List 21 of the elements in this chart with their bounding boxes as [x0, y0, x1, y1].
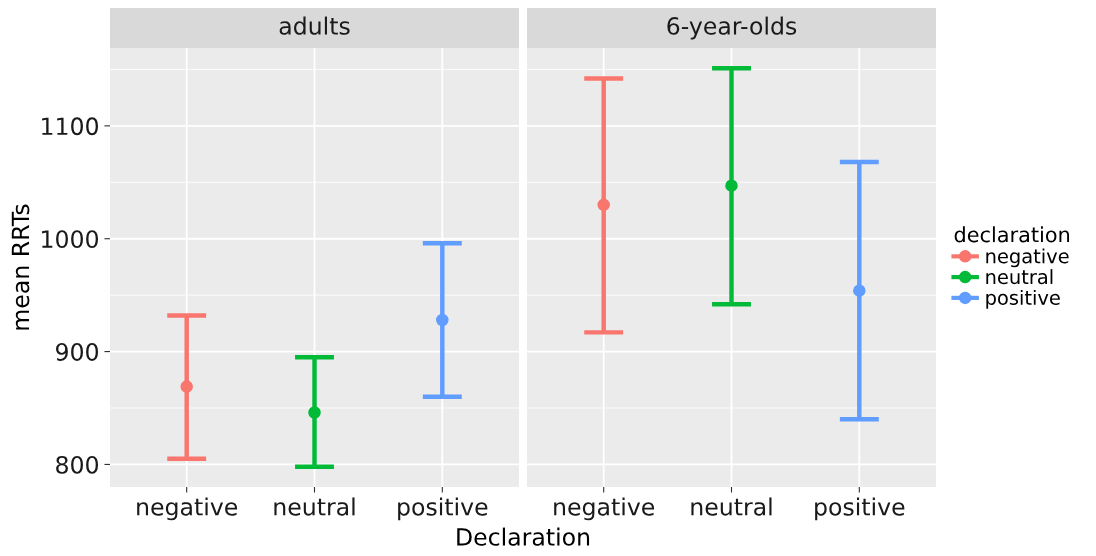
legend-label: neutral: [986, 269, 1053, 285]
legend-title: declaration: [954, 226, 1070, 243]
x-tick-label: positive: [815, 497, 905, 521]
point: [436, 313, 449, 327]
x-tick-label: neutral: [274, 497, 355, 516]
y-tick-label: 1000: [42, 230, 99, 249]
x-tick-label: negative: [554, 497, 655, 521]
x-tick-label: neutral: [691, 497, 772, 516]
chart-title: 6-year-olds: [667, 16, 797, 40]
y-tick-label: 800: [56, 455, 99, 474]
point: [308, 406, 321, 419]
x-tick-label: negative: [137, 497, 238, 521]
x-axis-title: Declaration: [457, 527, 590, 546]
legend-label: positive: [986, 289, 1060, 309]
chart-title: adults: [279, 16, 350, 35]
legend-label: negative: [986, 248, 1069, 268]
y-tick-label: 1100: [42, 117, 99, 136]
y-tick-label: 900: [56, 343, 99, 361]
point: [180, 380, 193, 393]
x-tick-label: positive: [398, 497, 488, 521]
y-axis-title: mean RRTs: [11, 204, 30, 330]
